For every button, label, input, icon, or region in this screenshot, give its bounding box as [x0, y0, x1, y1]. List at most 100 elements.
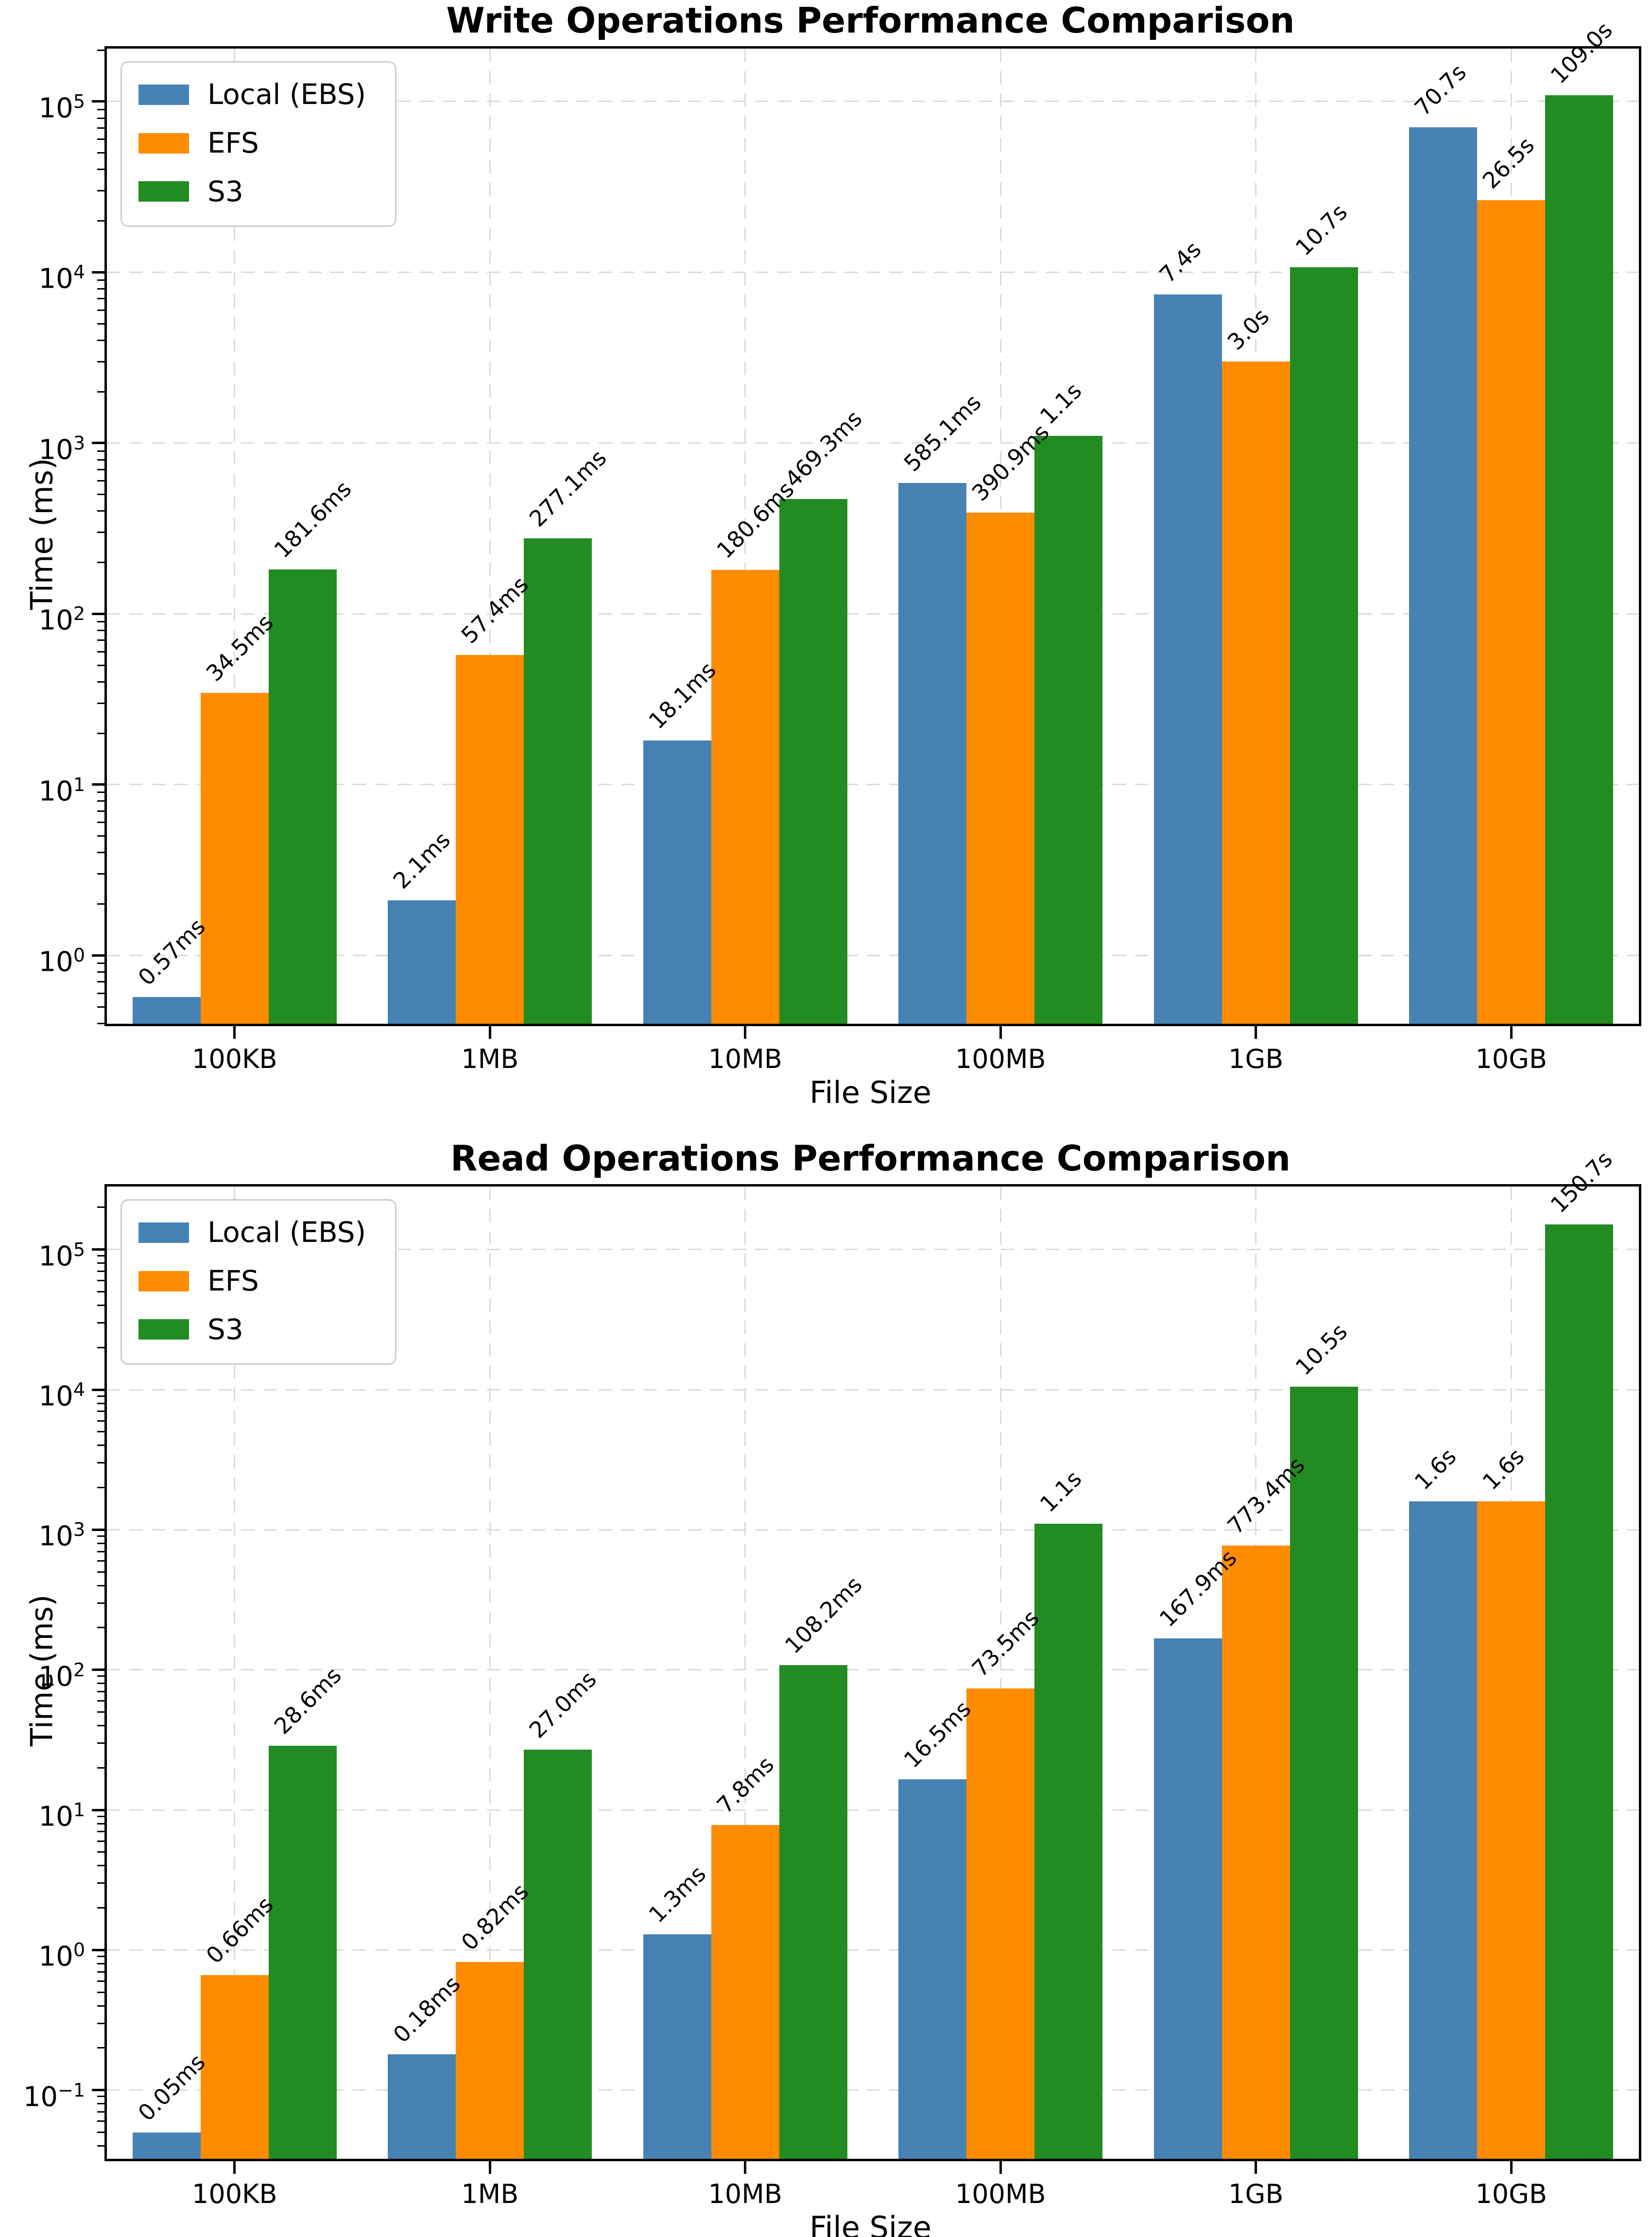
bar-s3-10gb — [1545, 95, 1614, 1024]
y-minor-tick — [97, 1907, 104, 1909]
x-tick-label: 100MB — [955, 1044, 1046, 1074]
legend-item: Local (EBS) — [138, 79, 366, 110]
y-minor-tick — [97, 732, 104, 734]
y-tick-label: 101 — [38, 774, 85, 808]
y-minor-tick — [97, 1823, 104, 1824]
y-tick-label: 100 — [38, 1939, 85, 1973]
legend-label: S3 — [207, 1312, 243, 1346]
y-minor-tick — [97, 1962, 104, 1964]
bar-efs-10gb — [1477, 200, 1546, 1024]
y-minor-tick — [97, 2022, 104, 2024]
bar-value-label: 28.6ms — [269, 1662, 346, 1740]
y-minor-tick — [97, 1711, 104, 1713]
y-minor-tick — [97, 2120, 104, 2122]
y-minor-tick — [97, 1971, 104, 1973]
bar-value-label: 0.05ms — [133, 2048, 210, 2126]
gridline-vertical — [489, 1187, 491, 2159]
bar-local-ebs-1mb — [388, 2054, 456, 2159]
y-minor-tick — [97, 903, 104, 905]
y-minor-tick — [97, 1006, 104, 1008]
x-tick-label: 10GB — [1475, 1044, 1548, 1074]
x-major-tick — [1255, 2161, 1257, 2174]
y-minor-tick — [97, 810, 104, 812]
y-minor-tick — [97, 2132, 104, 2133]
y-tick-label: 101 — [38, 1799, 85, 1833]
y-minor-tick — [97, 510, 104, 512]
y-minor-tick — [97, 169, 104, 171]
y-major-tick — [92, 1669, 104, 1671]
bar-value-label: 7.4s — [1154, 236, 1206, 289]
bar-local-ebs-100mb — [898, 482, 967, 1024]
bar-local-ebs-10mb — [643, 1934, 711, 2159]
legend-label: EFS — [207, 1264, 259, 1297]
x-tick-label: 1MB — [461, 1044, 519, 1074]
y-major-tick — [92, 954, 104, 957]
bar-value-label: 18.1ms — [643, 656, 721, 735]
y-minor-tick — [97, 1767, 104, 1769]
y-minor-tick — [97, 1882, 104, 1884]
y-minor-tick — [97, 391, 104, 393]
x-axis-label: File Size — [809, 1075, 931, 1110]
gridline-vertical — [744, 1187, 746, 2159]
gridline-vertical — [489, 49, 491, 1024]
y-major-tick — [92, 100, 104, 103]
y-minor-tick — [97, 1831, 104, 1833]
legend-swatch-s3 — [138, 1319, 189, 1340]
x-major-tick — [1510, 1026, 1513, 1039]
bar-efs-1mb — [456, 1962, 524, 2159]
legend-item: S3 — [138, 176, 366, 207]
y-minor-tick — [97, 639, 104, 641]
x-major-tick — [999, 2161, 1002, 2174]
bar-value-label: 1.3ms — [643, 1860, 711, 1928]
y-minor-tick — [97, 981, 104, 983]
chart-title: Read Operations Performance Comparison — [450, 1138, 1291, 1179]
bar-local-ebs-10gb — [1409, 1501, 1478, 2159]
y-minor-tick — [97, 480, 104, 482]
y-minor-tick — [97, 49, 104, 51]
y-minor-tick — [97, 138, 104, 140]
y-minor-tick — [97, 1956, 104, 1958]
bar-efs-1gb — [1222, 361, 1290, 1024]
y-minor-tick — [97, 1840, 104, 1842]
bar-value-label: 1.6s — [1477, 1443, 1530, 1495]
y-minor-tick — [97, 1402, 104, 1404]
y-minor-tick — [97, 459, 104, 461]
y-minor-tick — [97, 629, 104, 631]
bar-efs-100mb — [966, 1688, 1035, 2159]
bar-local-ebs-1mb — [388, 900, 456, 1024]
bar-local-ebs-10gb — [1409, 127, 1478, 1024]
y-minor-tick — [97, 1270, 104, 1272]
y-minor-tick — [97, 2111, 104, 2113]
y-minor-tick — [97, 992, 104, 994]
bar-value-label: 108.2ms — [779, 1571, 867, 1659]
legend-item: S3 — [138, 1314, 366, 1345]
x-major-tick — [744, 2161, 747, 2174]
bar-efs-100kb — [200, 1975, 269, 2159]
y-minor-tick — [97, 1584, 104, 1586]
x-tick-label: 10MB — [708, 1044, 782, 1074]
bar-s3-10mb — [779, 1665, 847, 2159]
y-minor-tick — [97, 971, 104, 973]
y-minor-tick — [97, 1980, 104, 1982]
bar-value-label: 0.18ms — [388, 1970, 465, 2048]
x-tick-label: 100KB — [191, 2179, 277, 2209]
bar-s3-10gb — [1545, 1224, 1614, 2159]
y-minor-tick — [97, 1550, 104, 1552]
bar-value-label: 469.3ms — [779, 405, 867, 493]
bar-efs-10mb — [711, 1825, 779, 2159]
y-minor-tick — [97, 1420, 104, 1422]
y-minor-tick — [97, 962, 104, 964]
y-major-tick — [92, 1528, 104, 1531]
y-major-tick — [92, 1248, 104, 1251]
y-minor-tick — [97, 1262, 104, 1264]
y-minor-tick — [97, 792, 104, 793]
y-tick-label: 102 — [38, 1659, 85, 1693]
x-major-tick — [744, 1026, 747, 1039]
y-minor-tick — [97, 1206, 104, 1208]
y-minor-tick — [97, 190, 104, 192]
y-minor-tick — [97, 288, 104, 290]
x-axis-label: File Size — [809, 2210, 931, 2237]
gridline-vertical — [744, 49, 746, 1024]
legend-label: Local (EBS) — [207, 1216, 366, 1249]
